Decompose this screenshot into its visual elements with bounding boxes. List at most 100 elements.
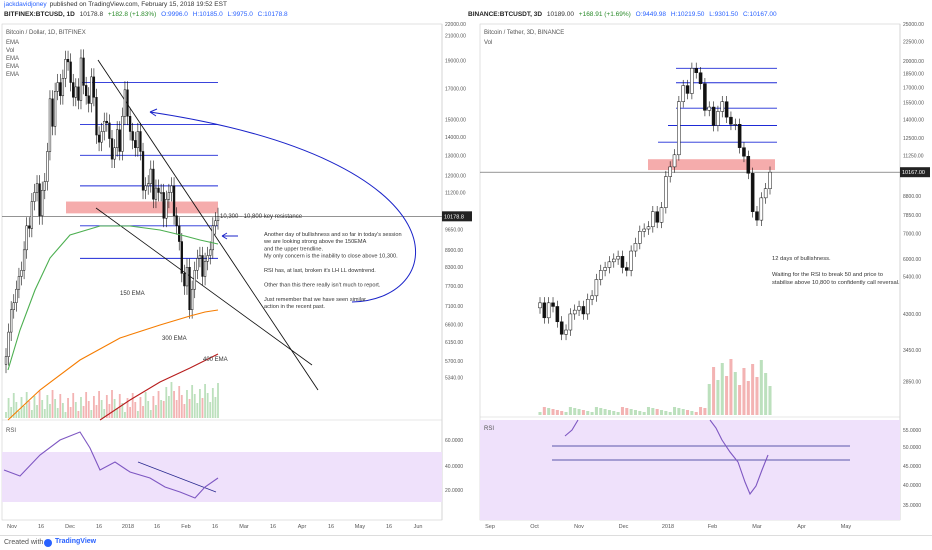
tradingview-logo-icon[interactable] (44, 539, 52, 547)
left-rsi-axis-tick: 40.0000 (445, 464, 463, 470)
left-ema300-label: 300 EMA (162, 336, 187, 342)
right-volume-bar (733, 372, 737, 415)
right-note-line: Waiting for the RSI to break 50 and pric… (772, 272, 883, 278)
right-y-tick: 17000.00 (903, 86, 924, 92)
right-volume-bar (594, 407, 598, 415)
left-volume-bar (196, 403, 199, 418)
right-volume-bar (633, 410, 637, 415)
footer-brand[interactable]: TradingView (55, 538, 97, 545)
left-candle (201, 255, 204, 277)
left-volume-bar (10, 407, 13, 418)
left-volume-bar (59, 394, 62, 418)
left-volume-bar (126, 398, 129, 418)
left-candle (100, 131, 103, 143)
left-volume-bar (90, 410, 93, 418)
left-note-line: Another day of bullishness and so far in… (264, 232, 402, 238)
right-volume-bar (547, 408, 551, 415)
left-volume-bar (183, 404, 186, 418)
left-candle (4, 356, 8, 365)
left-close: C:10178.8 (257, 11, 288, 18)
left-volume-bar (87, 401, 90, 418)
right-volume-bar (681, 409, 685, 415)
left-volume-bar (121, 403, 124, 418)
right-volume-bar (629, 409, 633, 415)
right-x-label: 2018 (662, 524, 674, 530)
left-y-tick: 19000.00 (445, 59, 466, 65)
right-x-label: Nov (574, 524, 584, 530)
left-volume-bar (103, 409, 106, 418)
left-candle (214, 220, 217, 227)
right-volume-bar (759, 360, 763, 415)
left-panel-frame (1, 23, 443, 521)
right-volume-bar (638, 411, 642, 415)
left-candle (154, 187, 158, 200)
right-candle (585, 299, 590, 315)
right-candle (716, 111, 720, 126)
left-volume-bar (92, 396, 95, 418)
left-note-line: RSI has, at last, broken it's LH LL down… (264, 268, 376, 274)
left-symbol[interactable]: BITFINEX:BTCUSD, 1D (4, 11, 75, 18)
left-candle (51, 98, 54, 127)
left-volume-bar (149, 410, 152, 418)
right-candle (768, 171, 772, 189)
left-volume-bar (111, 390, 113, 418)
left-open: O:9996.0 (161, 11, 188, 18)
left-note-pointer-head (221, 232, 228, 240)
left-volume-bar (33, 396, 36, 418)
right-candle (607, 261, 612, 268)
left-rsi-band (2, 452, 442, 502)
left-candle (144, 185, 147, 191)
right-candle (742, 147, 746, 157)
left-volume-bar (204, 384, 206, 418)
left-volume-bar (175, 400, 178, 418)
left-low: L:9975.0 (227, 11, 253, 18)
right-candle (638, 231, 642, 244)
right-candle (720, 101, 725, 112)
chart-canvas[interactable]: 5340.00 5700.00 6150.00 6600.00 7100.00 7700.… (0, 0, 932, 536)
right-candle (620, 256, 625, 268)
left-y-tick: 11200.00 (445, 190, 466, 196)
right-close: C:10167.00 (742, 11, 777, 18)
left-volume-bar (36, 405, 38, 418)
left-volume-bar (105, 395, 108, 418)
right-y-tick: 25000.00 (903, 22, 924, 28)
right-volume-bar (642, 412, 646, 415)
left-volume-bar (56, 408, 59, 418)
left-ema150-line (7, 225, 219, 371)
left-y-tick: 9650.00 (445, 228, 463, 234)
left-candle (48, 98, 52, 152)
left-volume-bar (152, 396, 155, 418)
left-volume-bar (136, 411, 139, 418)
right-volume-bar (542, 407, 546, 415)
left-y-tick: 7100.00 (445, 304, 463, 310)
left-volume-bar (82, 406, 85, 418)
right-volume-bar (646, 407, 651, 415)
right-candle (677, 101, 681, 156)
right-candle (564, 329, 568, 335)
left-high: H:10185.0 (192, 11, 223, 18)
right-volume-bar (538, 412, 542, 415)
left-candle (53, 91, 57, 127)
left-indicator-label: EMA (6, 64, 19, 70)
left-volume-bar (67, 398, 69, 418)
left-lower-trendline (95, 207, 313, 366)
right-last-price-tag (900, 167, 930, 178)
right-candle (711, 106, 716, 126)
left-volume-bar (170, 382, 173, 418)
left-volume-bar (72, 393, 75, 418)
author-name[interactable]: jackdavidjoney (4, 1, 47, 8)
left-candle (35, 183, 39, 193)
right-y-tick: 15500.00 (903, 101, 924, 107)
right-candle (685, 85, 690, 94)
right-candle (729, 116, 733, 125)
left-x-label: 16 (154, 524, 160, 530)
left-volume-bar (95, 405, 98, 418)
left-candle (77, 86, 80, 101)
right-y-tick: 18500.00 (903, 72, 924, 78)
left-volume-bar (51, 390, 54, 418)
right-y-tick: 11250.00 (903, 154, 924, 160)
right-candle (668, 166, 672, 177)
right-symbol[interactable]: BINANCE:BTCUSDT, 3D (468, 11, 543, 18)
left-resistance-zone (66, 201, 218, 214)
left-volume-bar (186, 390, 188, 418)
